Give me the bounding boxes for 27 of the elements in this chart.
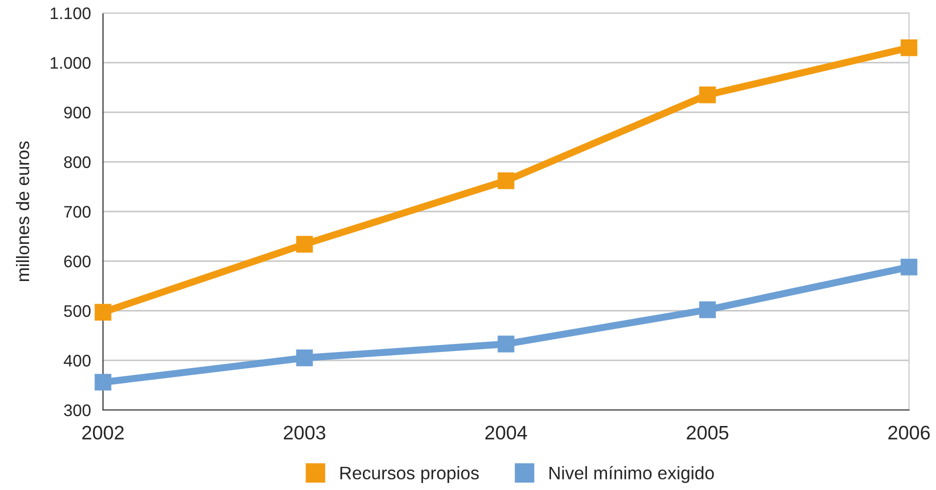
point [900, 258, 918, 276]
point [296, 350, 313, 366]
y-tick-label: 1.000 [50, 57, 91, 69]
y-tick-label: 600 [64, 256, 91, 268]
point [699, 86, 716, 104]
x-tick-label: 2003 [284, 426, 326, 440]
legend-label: Recursos propios [340, 466, 479, 483]
y-tick-label: 1.100 [50, 7, 91, 20]
point [296, 236, 313, 253]
x-tick-label: 2004 [485, 426, 528, 440]
point [900, 39, 918, 56]
point [498, 336, 514, 352]
point [498, 172, 514, 190]
point [94, 304, 112, 321]
legend-label: Nivel mínimo exigido [550, 466, 714, 483]
y-tick-label: 800 [64, 156, 91, 168]
y-tick-label: 700 [64, 206, 91, 218]
x-tick-label: 2002 [82, 426, 124, 440]
y-tick-label: 300 [64, 404, 91, 416]
y-axis-title: millones de euros [16, 141, 30, 282]
x-tick-label: 2006 [888, 426, 930, 440]
y-tick-label: 500 [64, 305, 91, 317]
y-tick-label: 400 [64, 354, 91, 367]
point [699, 301, 716, 318]
x-tick-label: 2005 [686, 426, 728, 440]
point [94, 374, 112, 391]
y-tick-label: 900 [64, 106, 91, 118]
